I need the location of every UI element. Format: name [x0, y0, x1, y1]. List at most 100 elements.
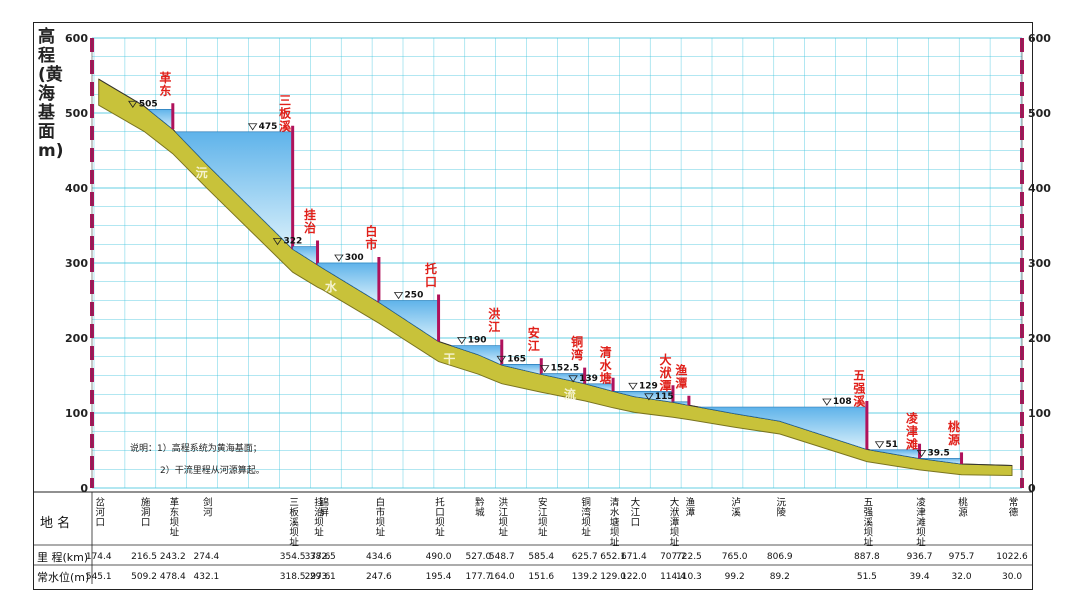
water-level-label: 51 — [886, 440, 899, 450]
dam-name-label: 清水塘 — [598, 344, 612, 384]
river-name-char: 沅 — [196, 165, 208, 180]
station-name: 渔潭 — [683, 497, 695, 517]
dam-wall — [316, 240, 320, 265]
station-column: 施洞口 216.5 509.2 — [131, 496, 157, 582]
reservoir-water — [585, 383, 614, 392]
dam-wall — [500, 339, 504, 365]
dam-name-label: 革东 — [158, 70, 172, 97]
station-km: 377.6 — [305, 552, 331, 562]
dam-name-label: 托口 — [424, 261, 438, 288]
station-km: 354.5 — [280, 552, 306, 562]
diagram-frame — [33, 22, 1033, 590]
station-level: 110.3 — [676, 572, 702, 582]
station-table: 岔河口 174.4 545.1 施洞口 216.5 509.2 革东坝址 243.2 478.4… — [33, 491, 1032, 584]
station-km: 490.0 — [426, 552, 452, 562]
reservoir: 39.5 桃源 — [916, 419, 964, 465]
y-tick-label-left: 300 — [65, 257, 88, 270]
y-tick-label-right: 500 — [1028, 107, 1051, 120]
water-level-label: 475 — [259, 122, 278, 132]
dam-name-label: 挂治 — [303, 207, 317, 234]
station-level: 89.2 — [770, 572, 790, 582]
dam-name-label: 大洑潭 — [658, 352, 672, 392]
water-level-marker — [874, 441, 885, 449]
station-column: 常德 1022.6 30.0 — [996, 496, 1028, 582]
station-level: 318.5 — [280, 572, 306, 582]
y-tick-label-left: 400 — [65, 182, 88, 195]
reservoir-water — [613, 390, 674, 403]
water-level-marker — [272, 238, 283, 246]
dam-name-label: 渔潭 — [674, 362, 688, 389]
water-level-marker — [916, 449, 927, 458]
station-name: 剑河 — [201, 496, 213, 517]
river-name-char: 干 — [443, 352, 455, 366]
dam-name-label: 三板溪 — [278, 93, 292, 132]
station-level: 114.4 — [660, 572, 686, 582]
river-name-char: 流 — [564, 386, 576, 401]
station-name: 洪江坝址 — [496, 496, 508, 537]
station-km: 216.5 — [131, 552, 157, 562]
station-km: 274.4 — [194, 552, 220, 562]
dam-wall — [918, 443, 922, 459]
water-level-marker — [539, 365, 550, 373]
station-km: 243.2 — [160, 552, 186, 562]
station-km: 625.7 — [572, 552, 598, 562]
dam-wall — [687, 395, 691, 406]
station-name: 大江口 — [628, 496, 640, 527]
y-tick-label-right: 600 — [1028, 32, 1051, 45]
table-header-water: 常水位(m) — [37, 571, 90, 584]
y-axis-title: 高程(黄海基面m) — [38, 27, 64, 161]
station-name: 沅陵 — [774, 496, 786, 517]
station-level: 177.7 — [466, 572, 492, 582]
water-level-marker — [568, 375, 578, 383]
station-km: 585.4 — [528, 552, 554, 562]
water-level-marker — [247, 123, 258, 131]
station-level: 30.0 — [1002, 572, 1022, 582]
reservoir-water — [174, 131, 294, 250]
dam-name-label: 凌津滩 — [905, 410, 919, 450]
station-name: 挂治坝址 — [312, 496, 324, 537]
dam-name-label: 桃源 — [947, 419, 961, 446]
water-level-label: 190 — [468, 336, 487, 346]
station-level: 151.6 — [528, 572, 554, 582]
dam-wall — [171, 103, 175, 130]
water-level-label: 165 — [507, 354, 526, 364]
reservoir-water — [292, 246, 318, 266]
station-km: 671.4 — [621, 552, 647, 562]
station-km: 174.4 — [86, 552, 112, 562]
reservoir-water — [501, 363, 542, 375]
station-column: 岔河口 174.4 545.1 — [86, 497, 112, 582]
water-level-marker — [457, 337, 467, 345]
reservoir: 129 大洑潭 — [613, 352, 675, 403]
station-column: 五强溪坝址 887.8 51.5 — [854, 497, 880, 582]
water-level-label: 39.5 — [928, 448, 950, 458]
notes: 说明：1）高程系统为黄海基面； 2）干流里程从河源算起。 — [130, 438, 265, 482]
reservoir: 475 三板溪 — [174, 93, 295, 250]
water-level-label: 322 — [284, 237, 303, 247]
station-column: 安江坝址 585.4 151.6 — [528, 496, 554, 582]
station-level: 122.0 — [621, 572, 647, 582]
station-km: 548.7 — [489, 552, 515, 562]
reservoir-water — [698, 406, 868, 450]
dam-name-label: 白市 — [364, 224, 378, 251]
station-column: 白市坝址 434.6 247.6 — [366, 496, 392, 582]
station-column: 凌津滩坝址 936.7 39.4 — [907, 496, 933, 582]
y-tick-label-right: 200 — [1028, 332, 1051, 345]
station-column: 托口坝址 490.0 195.4 — [426, 496, 452, 582]
y-tick-label-left: 200 — [65, 332, 88, 345]
station-km: 765.0 — [722, 552, 748, 562]
reservoir-water — [378, 300, 439, 343]
station-name: 白市坝址 — [373, 496, 385, 537]
station-level: 432.1 — [194, 572, 220, 582]
station-level: 293.1 — [310, 572, 336, 582]
station-name: 施洞口 — [139, 496, 151, 527]
station-column: 沅陵 806.9 89.2 — [767, 496, 793, 582]
station-level: 545.1 — [86, 572, 112, 582]
note-line-2: 2）干流里程从河源算起。 — [160, 466, 265, 476]
station-km: 975.7 — [949, 552, 975, 562]
station-level: 32.0 — [952, 572, 972, 582]
station-name: 安江坝址 — [536, 496, 548, 537]
